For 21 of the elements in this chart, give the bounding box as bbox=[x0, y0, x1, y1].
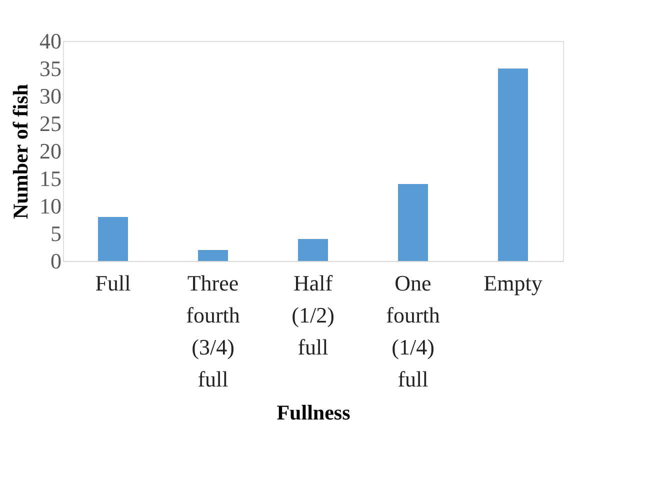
x-tick-label: Full bbox=[95, 270, 131, 296]
x-tick-label: One fourth (1/4) full bbox=[386, 270, 440, 392]
y-tick-label: 0 bbox=[50, 248, 62, 274]
y-tick-label: 10 bbox=[40, 194, 62, 218]
y-tick-label: 35 bbox=[40, 56, 62, 81]
y-tick-label: 20 bbox=[40, 138, 62, 164]
x-tick-label: Three fourth (3/4) full bbox=[186, 270, 240, 392]
x-axis-title: Fullness bbox=[276, 400, 350, 424]
y-tick-label: 25 bbox=[40, 111, 62, 136]
y-axis-title: Number of fish bbox=[8, 84, 32, 219]
bar bbox=[498, 68, 528, 261]
x-tick-label: Empty bbox=[484, 270, 542, 296]
y-tick-label: 15 bbox=[40, 166, 62, 191]
y-tick-label: 5 bbox=[50, 221, 62, 246]
bar bbox=[98, 217, 128, 261]
bar bbox=[198, 250, 228, 261]
y-tick-label: 40 bbox=[40, 28, 62, 54]
x-tick-label: Half (1/2) full bbox=[292, 270, 334, 360]
bar bbox=[398, 184, 428, 261]
y-tick-label: 30 bbox=[40, 84, 62, 108]
bar bbox=[298, 239, 328, 261]
